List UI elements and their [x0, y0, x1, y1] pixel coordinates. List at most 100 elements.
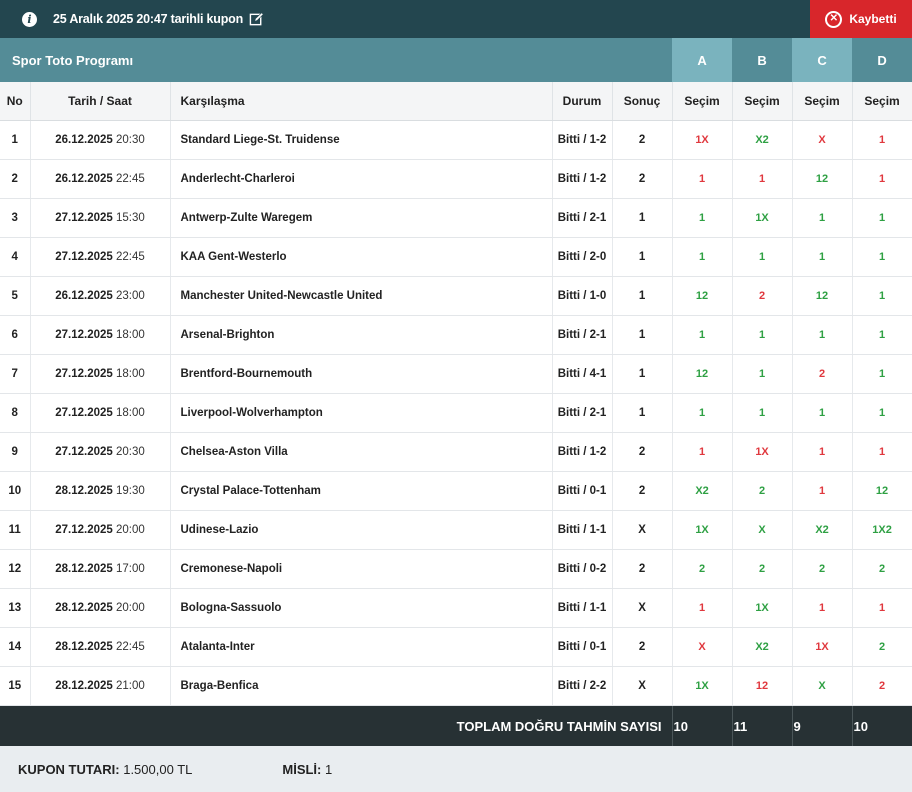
edit-icon[interactable] [249, 11, 265, 27]
row-date: 26.12.2025 [55, 173, 113, 185]
table-row: 15 28.12.2025 21:00 Braga-Benfica Bitti / 2… [0, 666, 912, 706]
row-time: 18:00 [115, 407, 145, 419]
row-datetime: 28.12.2025 21:00 [30, 666, 171, 706]
table-row: 14 28.12.2025 22:45 Atalanta-Inter Bitti / … [0, 627, 912, 667]
close-circle-icon: ✕ [825, 10, 843, 28]
row-match: Standard Liege-St. Truidense [170, 120, 553, 160]
row-result: 2 [612, 120, 673, 160]
column-b-header: B [732, 38, 793, 82]
row-pick-b: 2 [732, 471, 793, 511]
row-pick-a: 1 [672, 315, 733, 355]
row-pick-b: X [732, 510, 793, 550]
row-date: 28.12.2025 [55, 602, 113, 614]
row-status: Bitti / 2-1 [552, 393, 613, 433]
col-result: Sonuç [612, 82, 673, 121]
row-no: 14 [0, 627, 31, 667]
row-pick-d: 1 [852, 588, 912, 628]
row-pick-d: 1 [852, 432, 912, 472]
row-datetime: 27.12.2025 18:00 [30, 315, 171, 355]
row-pick-a: 1 [672, 198, 733, 238]
status-badge: ✕ Kaybetti [810, 0, 912, 38]
row-no: 1 [0, 120, 31, 160]
row-pick-b: 1X [732, 432, 793, 472]
info-icon[interactable]: i [22, 11, 37, 27]
row-pick-c: 1 [792, 432, 853, 472]
row-status: Bitti / 2-2 [552, 666, 613, 706]
column-d-header: D [852, 38, 912, 82]
column-header-row: No Tarih / Saat Karşılaşma Durum Sonuç S… [0, 82, 912, 121]
row-pick-d: 1 [852, 276, 912, 316]
row-status: Bitti / 0-2 [552, 549, 613, 589]
total-b: 11 [732, 705, 793, 746]
row-pick-c: 1 [792, 588, 853, 628]
row-status: Bitti / 1-1 [552, 588, 613, 628]
row-pick-a: 2 [672, 549, 733, 589]
row-result: 1 [612, 354, 673, 394]
row-pick-b: 1X [732, 198, 793, 238]
row-pick-b: 12 [732, 666, 793, 706]
row-datetime: 27.12.2025 18:00 [30, 393, 171, 433]
total-c: 9 [792, 705, 853, 746]
row-match: Manchester United-Newcastle United [170, 276, 553, 316]
row-pick-d: 1 [852, 198, 912, 238]
row-pick-d: 1 [852, 354, 912, 394]
row-date: 28.12.2025 [55, 680, 113, 692]
row-match: Antwerp-Zulte Waregem [170, 198, 553, 238]
row-pick-b: X2 [732, 627, 793, 667]
row-time: 18:00 [115, 329, 145, 341]
col-pick-a: Seçim [672, 82, 733, 121]
col-pick-d: Seçim [852, 82, 912, 121]
row-pick-d: 1 [852, 120, 912, 160]
row-no: 12 [0, 549, 31, 589]
row-no: 15 [0, 666, 31, 706]
col-match: Karşılaşma [170, 82, 553, 121]
table-row: 10 28.12.2025 19:30 Crystal Palace-Tottenh… [0, 471, 912, 511]
row-no: 9 [0, 432, 31, 472]
table-row: 4 27.12.2025 22:45 KAA Gent-Westerlo Bitti … [0, 237, 912, 277]
row-pick-c: 12 [792, 159, 853, 199]
row-pick-d: 12 [852, 471, 912, 511]
row-result: 2 [612, 627, 673, 667]
row-datetime: 27.12.2025 15:30 [30, 198, 171, 238]
row-pick-c: 12 [792, 276, 853, 316]
row-no: 13 [0, 588, 31, 628]
misli-value: 1 [325, 761, 333, 777]
row-no: 7 [0, 354, 31, 394]
row-no: 2 [0, 159, 31, 199]
col-no: No [0, 82, 31, 121]
row-result: 2 [612, 159, 673, 199]
table-row: 13 28.12.2025 20:00 Bologna-Sassuolo Bitti … [0, 588, 912, 628]
row-match: Crystal Palace-Tottenham [170, 471, 553, 511]
row-match: Cremonese-Napoli [170, 549, 553, 589]
row-result: X [612, 588, 673, 628]
row-match: KAA Gent-Westerlo [170, 237, 553, 277]
row-match: Braga-Benfica [170, 666, 553, 706]
row-datetime: 26.12.2025 22:45 [30, 159, 171, 199]
row-no: 11 [0, 510, 31, 550]
total-row: TOPLAM DOĞRU TAHMİN SAYISI 10 11 9 10 [0, 705, 912, 746]
row-datetime: 26.12.2025 23:00 [30, 276, 171, 316]
row-result: 1 [612, 276, 673, 316]
row-pick-c: 1 [792, 237, 853, 277]
row-pick-d: 2 [852, 666, 912, 706]
row-datetime: 27.12.2025 20:30 [30, 432, 171, 472]
row-date: 27.12.2025 [55, 212, 113, 224]
row-pick-c: 1X [792, 627, 853, 667]
row-time: 22:45 [115, 251, 145, 263]
row-no: 10 [0, 471, 31, 511]
row-date: 26.12.2025 [55, 290, 113, 302]
section-header-row: Spor Toto Programı A B C D [0, 38, 912, 82]
row-time: 19:30 [115, 485, 145, 497]
coupon-title: 25 Aralık 2025 20:47 tarihli kupon [53, 12, 244, 26]
col-date: Tarih / Saat [30, 82, 171, 121]
row-status: Bitti / 2-1 [552, 315, 613, 355]
col-pick-b: Seçim [732, 82, 793, 121]
row-pick-d: 1 [852, 159, 912, 199]
row-datetime: 28.12.2025 22:45 [30, 627, 171, 667]
table-row: 7 27.12.2025 18:00 Brentford-Bournemouth Bi… [0, 354, 912, 394]
row-pick-d: 1X2 [852, 510, 912, 550]
section-title: Spor Toto Programı [0, 38, 673, 82]
row-pick-d: 1 [852, 315, 912, 355]
row-date: 28.12.2025 [55, 641, 113, 653]
row-result: 2 [612, 471, 673, 511]
